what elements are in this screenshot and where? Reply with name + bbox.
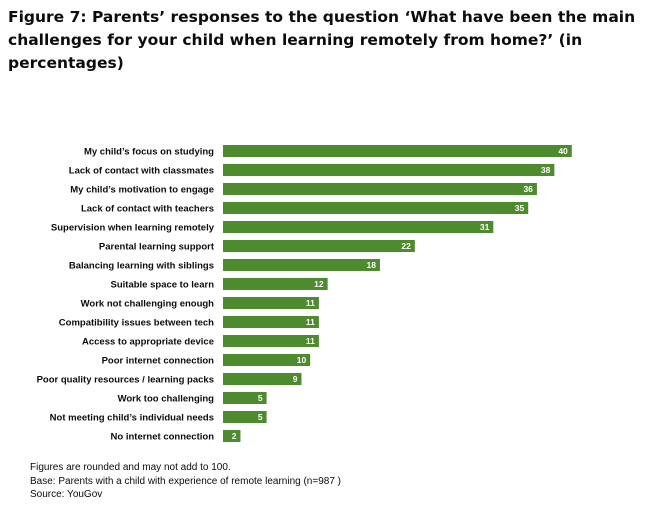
category-label: Balancing learning with siblings [69, 261, 214, 272]
category-label: Lack of contact with classmates [69, 166, 214, 177]
bar-chart: My child’s focus on studying 40 Lack of co… [37, 145, 572, 443]
note-source: Source: YouGov [30, 489, 103, 500]
bar [223, 240, 415, 252]
category-label: Poor internet connection [102, 356, 215, 367]
chart-title: Figure 7: Parents’ responses to the ques… [8, 8, 636, 72]
bar [223, 164, 555, 176]
value-label: 11 [306, 336, 315, 346]
value-label: 35 [515, 203, 525, 213]
category-label: Suitable space to learn [111, 280, 215, 291]
category-label: Compatibility issues between tech [59, 318, 214, 329]
bar [223, 373, 302, 385]
bar [223, 411, 267, 423]
category-label: Not meeting child’s individual needs [50, 413, 214, 424]
value-label: 5 [258, 393, 263, 403]
bar [223, 354, 311, 366]
note-rounding: Figures are rounded and may not add to 1… [30, 462, 231, 473]
bar [223, 202, 529, 214]
bar [223, 278, 328, 290]
bar [223, 221, 494, 233]
category-label: My child’s motivation to engage [70, 185, 214, 196]
bar [223, 430, 241, 442]
note-base: Base: Parents with a child with experien… [30, 475, 342, 487]
value-label: 2 [232, 431, 237, 441]
value-label: 18 [366, 260, 376, 270]
category-label: Work too challenging [118, 394, 215, 405]
category-label: No internet connection [111, 432, 215, 443]
bar [223, 392, 267, 404]
bar [223, 259, 380, 271]
value-label: 11 [306, 317, 315, 327]
category-label: My child’s focus on studying [84, 147, 214, 158]
value-label: 40 [558, 146, 568, 156]
bar [223, 316, 319, 328]
category-label: Parental learning support [99, 242, 215, 253]
value-label: 10 [297, 355, 307, 365]
value-label: 12 [314, 279, 324, 289]
value-label: 31 [480, 222, 490, 232]
bar [223, 145, 572, 157]
category-label: Work not challenging enough [81, 299, 215, 310]
chart-notes: Figures are rounded and may not add to 1… [30, 461, 341, 502]
value-label: 36 [523, 184, 533, 194]
bar [223, 297, 319, 309]
value-label: 9 [293, 374, 298, 384]
value-label: 11 [306, 298, 315, 308]
bar [223, 183, 537, 195]
category-label: Supervision when learning remotely [51, 223, 215, 234]
value-label: 22 [401, 241, 411, 251]
category-label: Poor quality resources / learning packs [37, 375, 214, 386]
category-label: Access to appropriate device [82, 337, 214, 348]
value-label: 5 [258, 412, 263, 422]
value-label: 38 [541, 165, 551, 175]
bar [223, 335, 319, 347]
category-label: Lack of contact with teachers [81, 204, 214, 215]
